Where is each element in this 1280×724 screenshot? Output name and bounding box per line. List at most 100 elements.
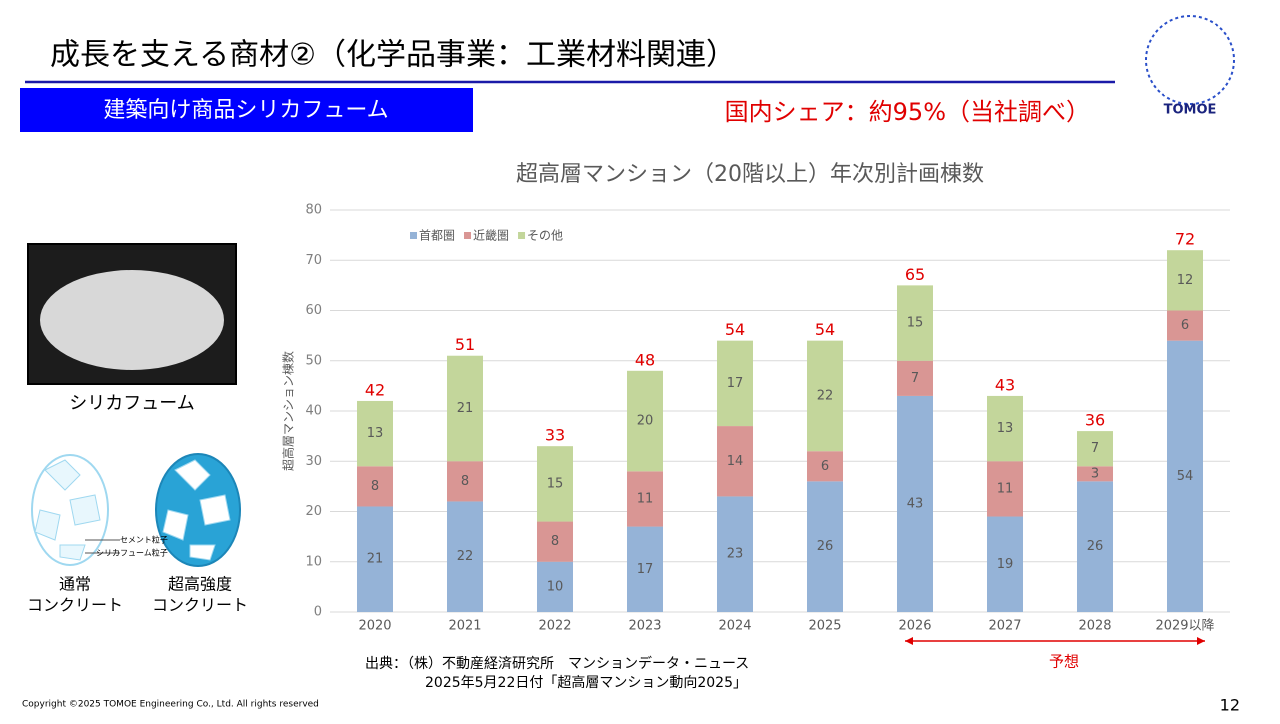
segment-label: 7 bbox=[911, 371, 919, 386]
segment-label: 6 bbox=[821, 459, 829, 474]
powder bbox=[40, 270, 224, 370]
x-tick-label: 2028 bbox=[1078, 619, 1111, 634]
bar-segment bbox=[1167, 250, 1203, 311]
bar-segment bbox=[717, 496, 753, 612]
segment-label: 7 bbox=[1091, 441, 1099, 456]
segment-label: 26 bbox=[817, 539, 834, 554]
segment-label: 54 bbox=[1177, 469, 1194, 484]
segment-label: 12 bbox=[1177, 273, 1194, 288]
segment-label: 20 bbox=[637, 414, 654, 429]
bar-segment bbox=[537, 561, 573, 612]
bar-segment bbox=[627, 370, 663, 472]
bar-segment bbox=[627, 526, 663, 612]
bar-segment bbox=[897, 360, 933, 396]
segment-label: 19 bbox=[997, 557, 1014, 572]
high-particles bbox=[162, 459, 231, 561]
legend-label: 近畿圏 bbox=[473, 229, 509, 243]
bar-segment bbox=[807, 451, 843, 482]
segment-label: 21 bbox=[367, 552, 384, 567]
total-label: 54 bbox=[815, 320, 835, 339]
segment-label: 6 bbox=[1181, 318, 1189, 333]
logo-mark bbox=[1145, 15, 1235, 105]
y-tick-label: 0 bbox=[314, 605, 322, 620]
bar-segment bbox=[357, 400, 393, 467]
y-tick-label: 30 bbox=[305, 454, 322, 469]
total-label: 33 bbox=[545, 426, 565, 445]
segment-label: 13 bbox=[997, 421, 1014, 436]
y-tick-label: 50 bbox=[305, 353, 322, 368]
high-label: コンクリート bbox=[152, 596, 248, 615]
y-tick-label: 10 bbox=[305, 554, 322, 569]
bar-segment bbox=[717, 426, 753, 497]
chart-title: 超高層マンション（20階以上）年次別計画棟数 bbox=[516, 162, 984, 187]
bar-segment bbox=[897, 395, 933, 612]
segment-label: 23 bbox=[727, 547, 744, 562]
y-axis-label: 超高層マンション棟数 bbox=[281, 351, 296, 471]
segment-label: 8 bbox=[551, 534, 559, 549]
share: 国内シェア：約95%（当社調べ） bbox=[725, 98, 1090, 126]
legend-label: 首都圏 bbox=[419, 229, 455, 243]
total-label: 72 bbox=[1175, 230, 1195, 249]
y-tick-label: 60 bbox=[305, 303, 322, 318]
bar-segment bbox=[987, 516, 1023, 612]
segment-label: 17 bbox=[637, 562, 654, 577]
logo-text: TOMOE bbox=[1164, 103, 1217, 118]
bar-segment bbox=[987, 461, 1023, 517]
bar-segment bbox=[537, 521, 573, 562]
x-tick-label: 2021 bbox=[448, 619, 481, 634]
legend-swatch bbox=[464, 232, 472, 239]
normal-label: 通常 bbox=[59, 575, 91, 594]
silica-label: シリカフューム粒子 bbox=[96, 548, 168, 558]
cement-label: セメント粒子 bbox=[120, 535, 168, 545]
total-label: 48 bbox=[635, 350, 655, 369]
x-tick-label: 2025 bbox=[808, 619, 841, 634]
segment-label: 22 bbox=[817, 388, 834, 403]
y-tick-label: 70 bbox=[305, 253, 322, 268]
normal-diagram bbox=[31, 454, 109, 566]
segment-label: 8 bbox=[371, 479, 379, 494]
photo-caption: シリカフューム bbox=[69, 393, 194, 414]
legend-label: その他 bbox=[527, 229, 563, 243]
bar-segment bbox=[987, 395, 1023, 462]
bar-segment bbox=[627, 471, 663, 527]
x-tick-label: 2026 bbox=[898, 619, 931, 634]
bar-segment bbox=[1077, 466, 1113, 482]
segment-label: 43 bbox=[907, 496, 924, 511]
total-label: 54 bbox=[725, 320, 745, 339]
bar-segment bbox=[447, 355, 483, 462]
source: 出典：（株）不動産経済研究所 マンションデータ・ニュース bbox=[365, 655, 749, 672]
segment-label: 11 bbox=[637, 491, 654, 506]
total-label: 65 bbox=[905, 265, 925, 284]
bar-segment bbox=[1167, 310, 1203, 341]
segment-label: 14 bbox=[727, 454, 744, 469]
badge: 建築向け商品シリカフューム bbox=[103, 98, 388, 123]
segment-label: 17 bbox=[727, 376, 744, 391]
x-tick-label: 2023 bbox=[628, 619, 661, 634]
bar-segment bbox=[1077, 481, 1113, 612]
bar-segment bbox=[447, 461, 483, 502]
bar-segment bbox=[537, 446, 573, 522]
total-label: 43 bbox=[995, 375, 1015, 394]
total-label: 51 bbox=[455, 335, 475, 354]
total-label: 36 bbox=[1085, 411, 1105, 430]
forecast: 予想 bbox=[1049, 653, 1079, 671]
segment-label: 26 bbox=[1087, 539, 1104, 554]
high-label: 超高強度 bbox=[168, 575, 232, 594]
copyright: Copyright ©2025 TOMOE Engineering Co., L… bbox=[22, 700, 319, 710]
y-tick-label: 80 bbox=[305, 203, 322, 218]
segment-label: 15 bbox=[907, 316, 924, 331]
bar-segment bbox=[717, 340, 753, 427]
y-tick-label: 20 bbox=[305, 504, 322, 519]
legend-swatch bbox=[410, 232, 417, 239]
segment-label: 22 bbox=[457, 549, 474, 564]
bar-segment bbox=[1077, 431, 1113, 467]
bar-segment bbox=[1167, 340, 1203, 612]
bar-segment bbox=[357, 466, 393, 507]
x-tick-label: 2022 bbox=[538, 619, 571, 634]
logo-swoosh bbox=[1163, 23, 1217, 97]
total-label: 42 bbox=[365, 380, 385, 399]
slide-title: 成長を支える商材②（化学品事業：工業材料関連） bbox=[50, 38, 736, 73]
source: 2025年5月22日付「超高層マンション動向2025」 bbox=[425, 674, 747, 691]
